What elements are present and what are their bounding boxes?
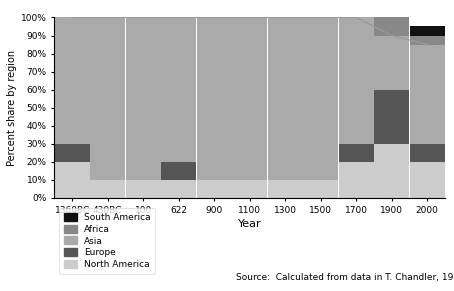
- Bar: [90, 180, 125, 198]
- Bar: [374, 36, 409, 90]
- Bar: [161, 17, 196, 162]
- Bar: [303, 180, 338, 198]
- Bar: [303, 17, 338, 180]
- Bar: [126, 17, 161, 180]
- Bar: [268, 180, 302, 198]
- Y-axis label: Percent share by region: Percent share by region: [7, 49, 17, 166]
- Text: Source:  Calculated from data in T. Chandler, 1987: Source: Calculated from data in T. Chand…: [236, 273, 454, 282]
- Bar: [232, 17, 267, 180]
- Bar: [374, 90, 409, 144]
- Bar: [126, 180, 161, 198]
- Bar: [374, 144, 409, 198]
- Bar: [410, 36, 444, 45]
- Bar: [339, 17, 374, 144]
- Bar: [374, 17, 409, 36]
- Bar: [268, 17, 302, 180]
- Bar: [339, 144, 374, 162]
- Bar: [55, 17, 89, 144]
- Bar: [197, 17, 232, 180]
- Legend: South America, Africa, Asia, Europe, North America: South America, Africa, Asia, Europe, Nor…: [59, 208, 155, 274]
- Bar: [161, 162, 196, 180]
- Bar: [55, 162, 89, 198]
- Bar: [161, 180, 196, 198]
- Bar: [410, 162, 444, 198]
- Bar: [339, 162, 374, 198]
- X-axis label: Year: Year: [238, 219, 262, 229]
- Bar: [197, 180, 232, 198]
- Bar: [90, 17, 125, 180]
- Bar: [410, 45, 444, 144]
- Bar: [410, 26, 444, 36]
- Bar: [55, 144, 89, 162]
- Bar: [232, 180, 267, 198]
- Bar: [410, 144, 444, 162]
